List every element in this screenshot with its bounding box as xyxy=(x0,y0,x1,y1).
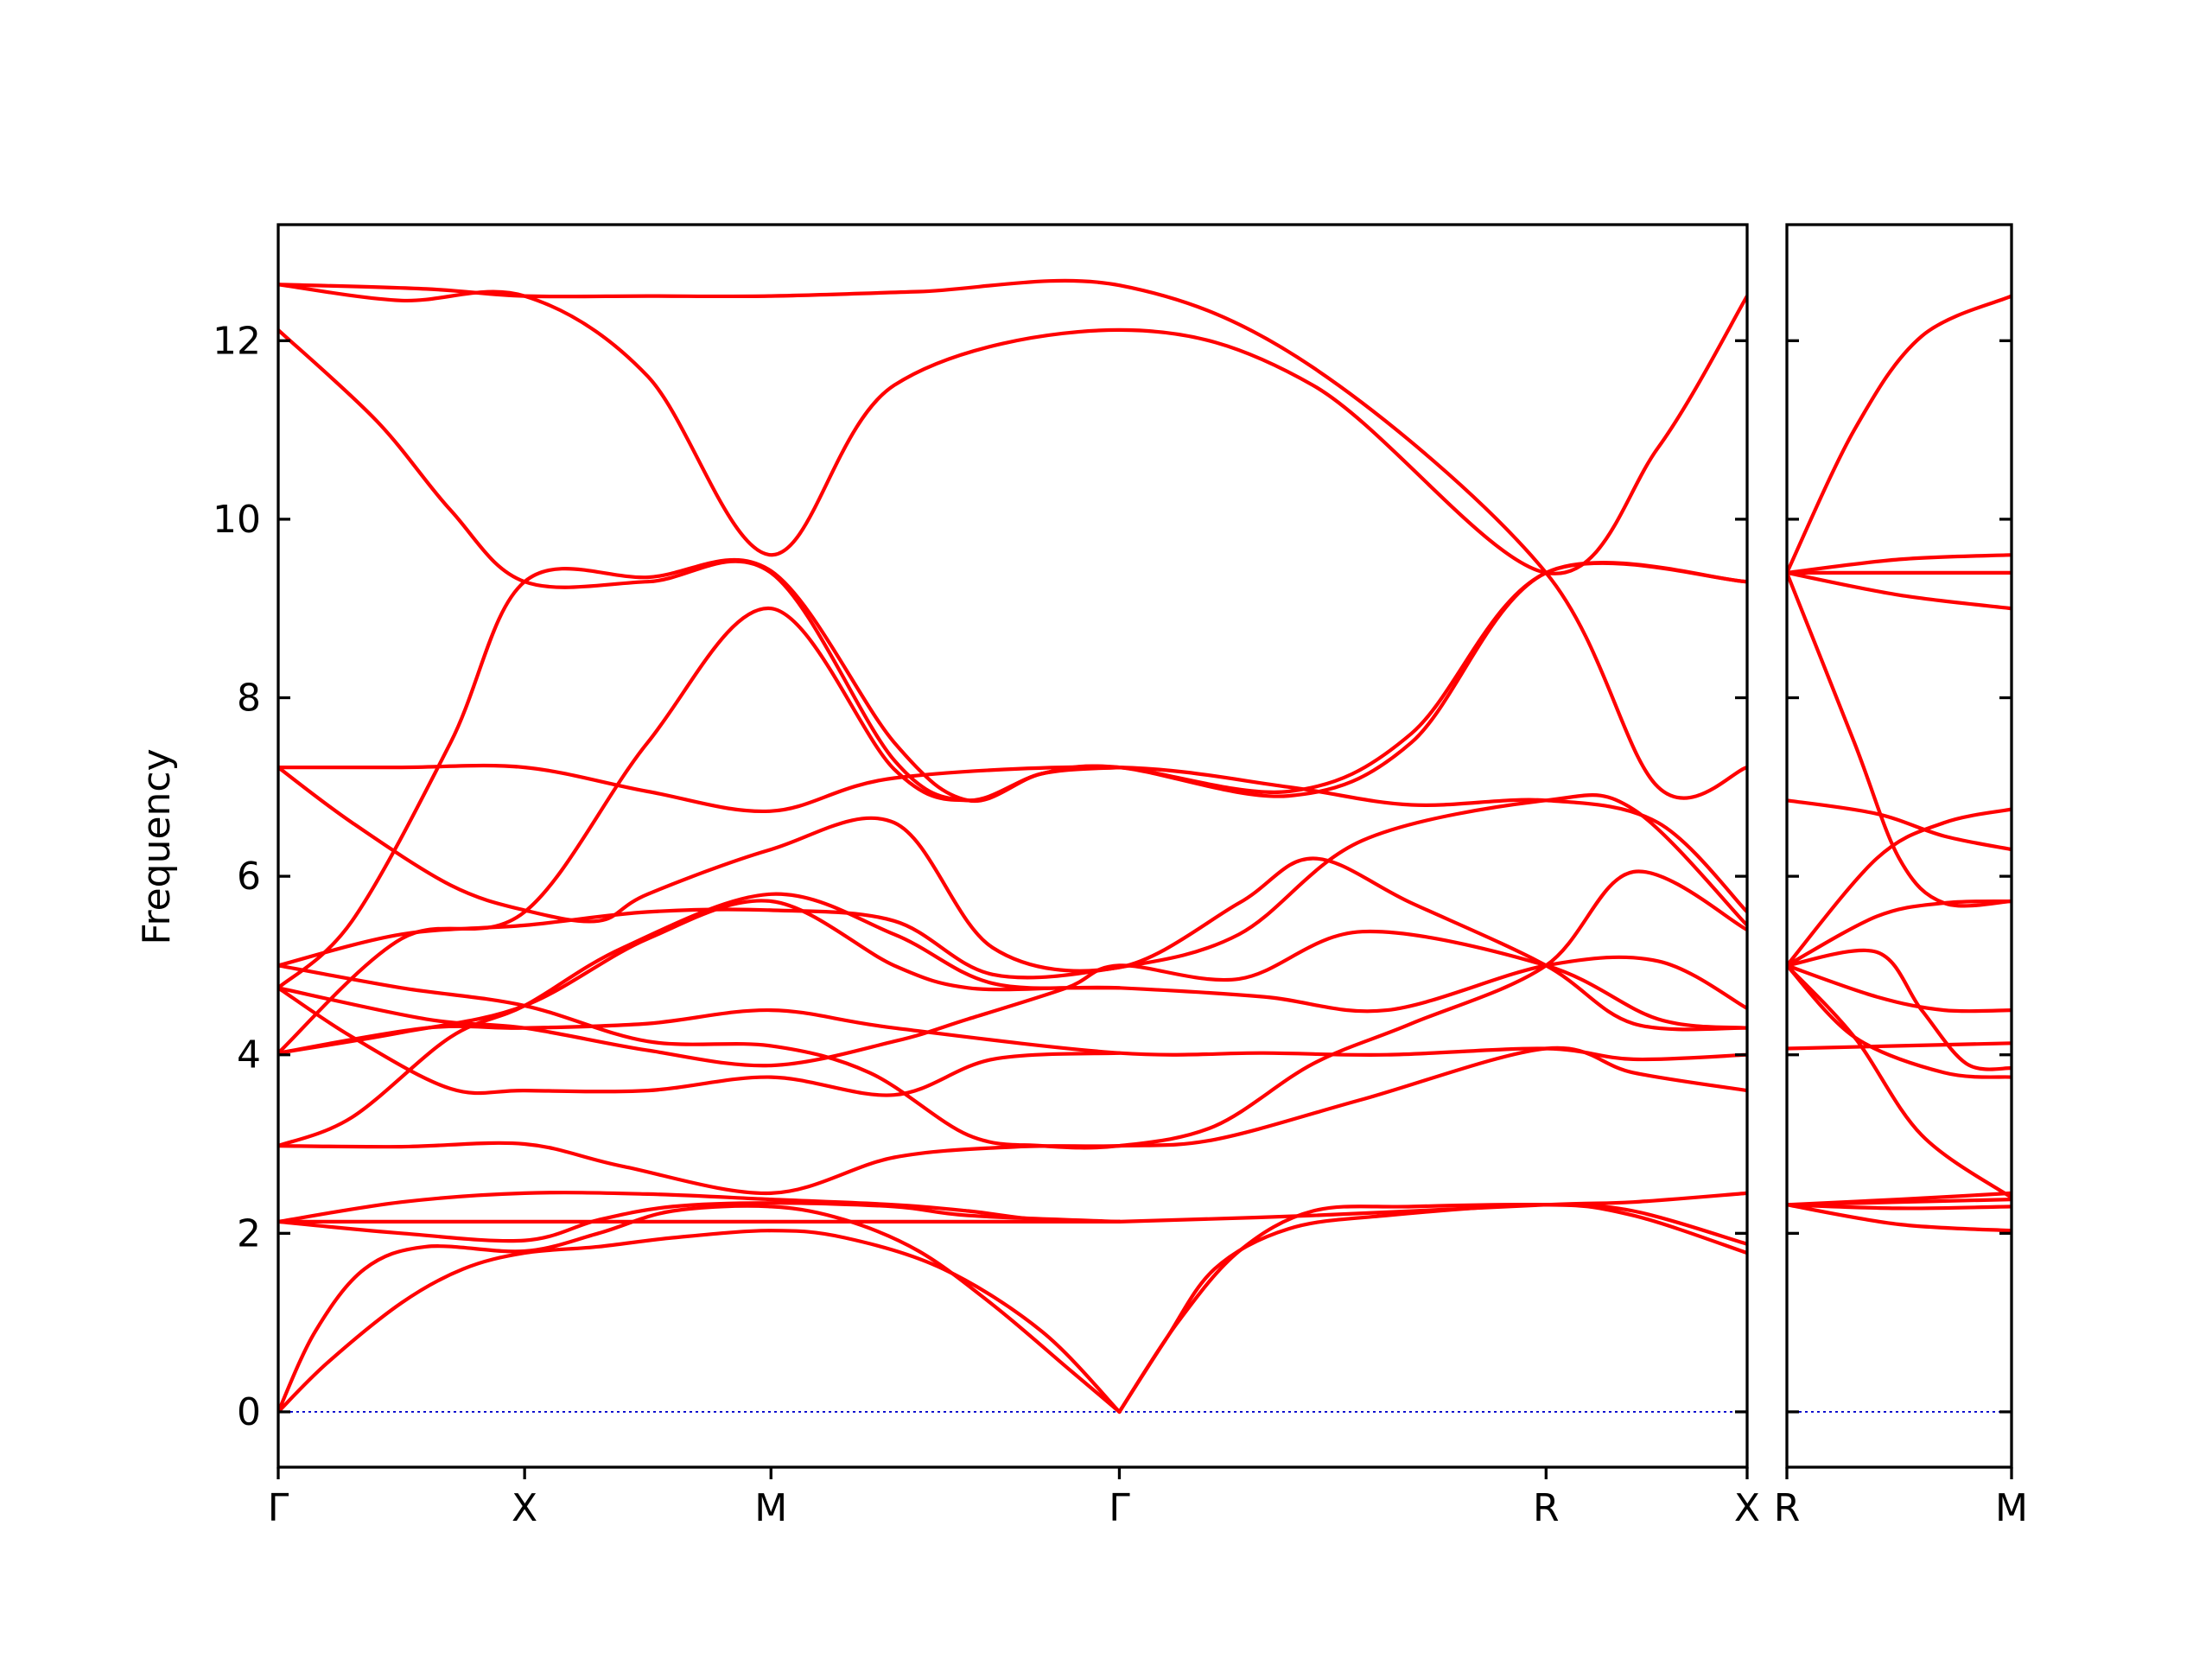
band-line-14 xyxy=(278,869,1747,1150)
band-line-7 xyxy=(1117,1202,1747,1414)
band-line-1 xyxy=(1787,1203,2012,1233)
band-line-11 xyxy=(1787,807,2012,968)
band-line-13 xyxy=(1787,570,2012,908)
y-tick-label: 2 xyxy=(237,1211,261,1255)
band-line-9 xyxy=(278,1046,1747,1196)
band-line-20 xyxy=(278,327,1747,803)
x-tick-label: Γ xyxy=(1109,1486,1130,1530)
band-line-5 xyxy=(1787,1041,2012,1051)
x-tick-label: Γ xyxy=(268,1486,289,1530)
band-line-12 xyxy=(1787,798,2012,852)
band-line-7 xyxy=(1787,963,2012,1079)
band-line-13 xyxy=(278,929,1747,1068)
x-tick-label: R xyxy=(1533,1486,1560,1530)
y-tick-label: 4 xyxy=(237,1033,261,1077)
band-lines xyxy=(1787,294,2012,1413)
y-tick-label: 10 xyxy=(213,498,261,542)
band-line-18 xyxy=(278,793,1747,980)
band-line-15 xyxy=(278,986,1122,1097)
plot-frame xyxy=(276,223,1749,1469)
band-line-17 xyxy=(1787,294,2012,575)
band-line-1 xyxy=(278,1229,1122,1414)
band-line-6 xyxy=(1117,1203,1747,1414)
band-line-14 xyxy=(1787,570,2012,611)
x-tick-label: X xyxy=(1734,1486,1760,1530)
band-line-4 xyxy=(1787,1191,2012,1207)
band-line-4 xyxy=(278,1191,1122,1224)
band-line-17 xyxy=(278,766,1747,1032)
band-line-19 xyxy=(278,557,1747,990)
x-tick-label: M xyxy=(1995,1486,2028,1530)
plot-frame xyxy=(1785,223,2013,1469)
x-tick-label: M xyxy=(754,1486,787,1530)
y-tick-label: 6 xyxy=(237,855,261,899)
band-lines xyxy=(278,278,1747,1414)
band-line-6 xyxy=(1787,963,2012,1200)
band-line-23 xyxy=(278,607,1122,1055)
y-tick-label: 8 xyxy=(237,677,261,721)
band-line-2 xyxy=(278,1204,1122,1414)
band-line-16 xyxy=(1787,553,2012,575)
band-line-10 xyxy=(1787,899,2012,968)
band-line-21 xyxy=(278,278,1747,800)
x-tick-label: X xyxy=(512,1486,537,1530)
band-line-3 xyxy=(278,1201,1122,1243)
band-line-10 xyxy=(278,892,1747,1148)
band-line-22 xyxy=(278,283,1747,575)
x-tick-label: R xyxy=(1774,1486,1801,1530)
y-tick-label: 0 xyxy=(237,1390,261,1434)
y-axis-label: Frequency xyxy=(135,748,179,944)
band-line-8 xyxy=(1117,1191,1747,1224)
plot-panel-1: 0 2 4 6 8 10 12 Γ X M Γ R X xyxy=(213,223,1760,1530)
y-tick-label: 12 xyxy=(213,319,261,363)
band-line-9 xyxy=(1787,963,2012,1014)
